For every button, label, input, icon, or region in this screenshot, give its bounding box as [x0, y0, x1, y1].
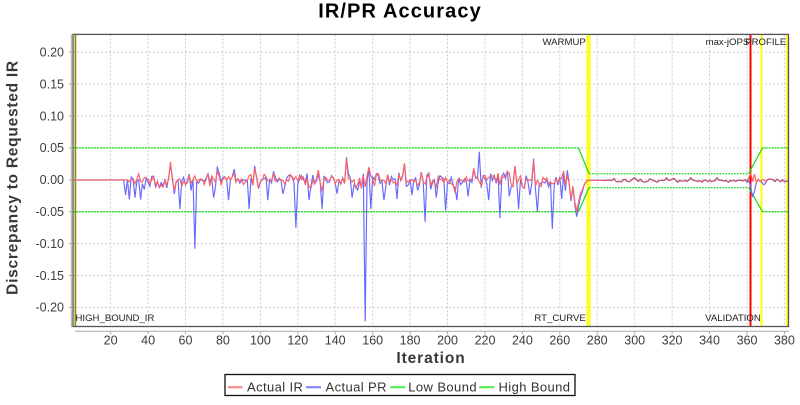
svg-text:380: 380 [774, 334, 795, 348]
svg-text:0.10: 0.10 [40, 109, 64, 123]
svg-text:-0.20: -0.20 [36, 301, 65, 315]
svg-text:PROFILE: PROFILE [745, 37, 786, 48]
svg-text:max-jOPS: max-jOPS [706, 37, 750, 48]
svg-text:-0.15: -0.15 [36, 269, 65, 283]
svg-text:RT_CURVE: RT_CURVE [534, 313, 585, 324]
svg-text:WARMUP: WARMUP [542, 37, 585, 48]
svg-text:20: 20 [104, 334, 118, 348]
svg-text:0.20: 0.20 [40, 46, 64, 60]
svg-text:60: 60 [179, 334, 193, 348]
svg-text:Iteration: Iteration [396, 350, 465, 367]
svg-text:120: 120 [287, 334, 308, 348]
svg-text:0.05: 0.05 [40, 141, 64, 155]
svg-text:Actual PR: Actual PR [326, 380, 387, 395]
svg-text:320: 320 [662, 334, 683, 348]
svg-text:180: 180 [400, 334, 421, 348]
svg-text:240: 240 [512, 334, 533, 348]
svg-text:200: 200 [437, 334, 458, 348]
svg-text:100: 100 [250, 334, 271, 348]
svg-text:VALIDATION: VALIDATION [705, 313, 761, 324]
svg-text:160: 160 [362, 334, 383, 348]
svg-text:Actual IR: Actual IR [247, 380, 303, 395]
svg-text:80: 80 [216, 334, 230, 348]
svg-text:High Bound: High Bound [499, 380, 571, 395]
svg-text:220: 220 [475, 334, 496, 348]
svg-text:Low Bound: Low Bound [408, 380, 477, 395]
svg-text:-0.10: -0.10 [36, 237, 65, 251]
svg-text:280: 280 [587, 334, 608, 348]
svg-text:360: 360 [737, 334, 758, 348]
svg-text:40: 40 [141, 334, 155, 348]
svg-text:340: 340 [699, 334, 720, 348]
svg-text:0.00: 0.00 [40, 173, 64, 187]
svg-text:300: 300 [624, 334, 645, 348]
svg-text:-0.05: -0.05 [36, 205, 65, 219]
svg-text:140: 140 [325, 334, 346, 348]
svg-text:260: 260 [549, 334, 570, 348]
svg-text:0.15: 0.15 [40, 77, 64, 91]
svg-text:Discrepancy to Requested IR: Discrepancy to Requested IR [5, 60, 22, 295]
svg-text:IR/PR Accuracy: IR/PR Accuracy [318, 1, 482, 23]
svg-text:HIGH_BOUND_IR: HIGH_BOUND_IR [76, 313, 155, 324]
